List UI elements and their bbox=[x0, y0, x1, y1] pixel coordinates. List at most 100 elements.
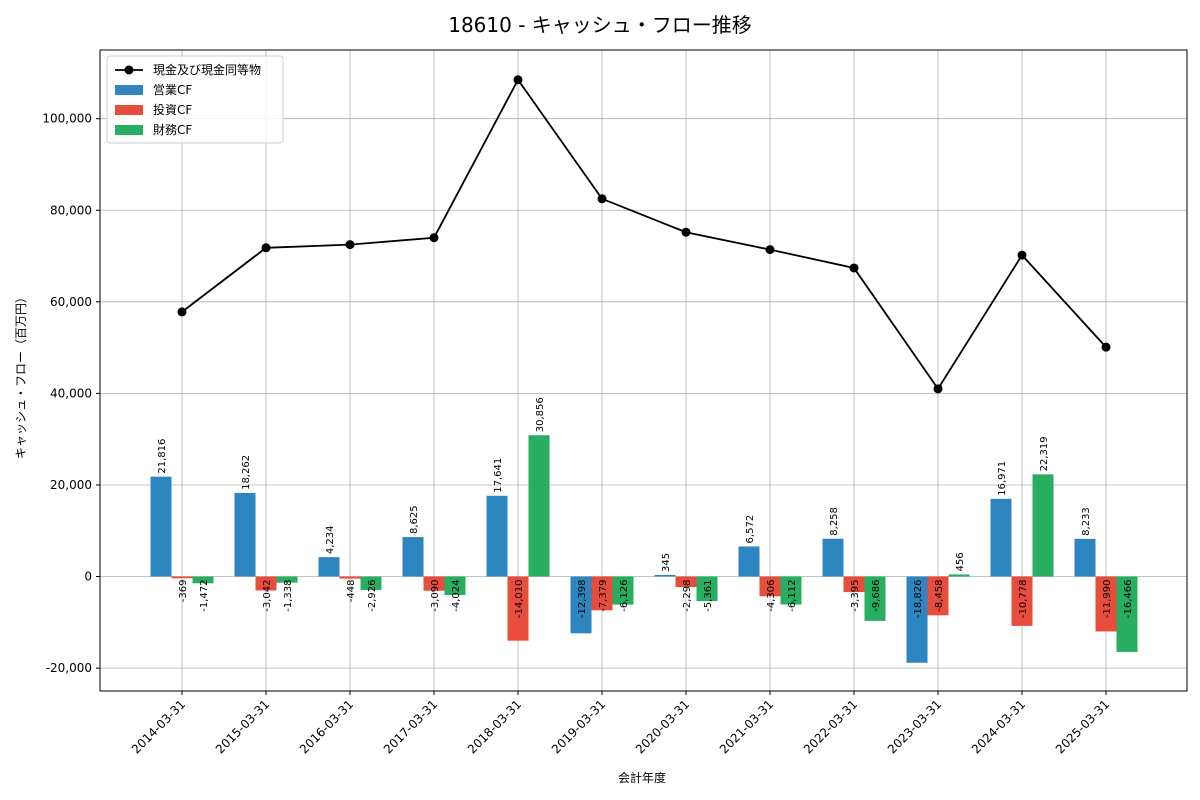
bar bbox=[822, 538, 844, 577]
bar bbox=[1074, 538, 1096, 577]
legend-swatch bbox=[115, 125, 143, 135]
bar bbox=[528, 435, 550, 577]
bar bbox=[486, 495, 508, 577]
bar-data-label: -6,126 bbox=[619, 580, 630, 612]
x-tick-label: 2023-03-31 bbox=[885, 697, 944, 756]
bar-data-label: -4,306 bbox=[766, 580, 777, 612]
x-tick-label: 2025-03-31 bbox=[1053, 697, 1112, 756]
bar bbox=[696, 576, 718, 602]
legend-swatch bbox=[115, 105, 143, 115]
bar bbox=[738, 546, 760, 577]
bar bbox=[423, 576, 445, 591]
bar-data-label: -10,778 bbox=[1018, 580, 1029, 619]
y-tick-label: -20,000 bbox=[46, 661, 92, 675]
bar bbox=[990, 498, 1012, 577]
y-tick-label: 40,000 bbox=[50, 386, 92, 400]
bar-data-label: 21,816 bbox=[157, 439, 168, 474]
bar-data-label: 456 bbox=[955, 552, 966, 571]
bar-data-label: -369 bbox=[178, 580, 189, 603]
cash-point bbox=[261, 243, 271, 253]
cash-point bbox=[513, 75, 523, 85]
bar-data-label: 4,234 bbox=[325, 526, 336, 555]
bar-data-label: 30,856 bbox=[535, 397, 546, 432]
bar-data-label: -1,338 bbox=[283, 580, 294, 612]
bar-data-label: -14,010 bbox=[514, 580, 525, 619]
bar bbox=[759, 576, 781, 597]
bar-data-label: -3,090 bbox=[430, 580, 441, 612]
x-tick-label: 2017-03-31 bbox=[381, 697, 440, 756]
bar bbox=[318, 557, 340, 577]
bar bbox=[276, 576, 298, 583]
bar-data-label: -3,395 bbox=[850, 580, 861, 612]
y-tick-label: 100,000 bbox=[42, 112, 92, 126]
bar-data-label: -18,826 bbox=[913, 580, 924, 619]
bar-data-label: 8,258 bbox=[829, 507, 840, 536]
legend-box bbox=[106, 55, 284, 144]
bar-data-label: 6,572 bbox=[745, 515, 756, 544]
bar bbox=[234, 492, 256, 577]
data-labels-layer: 21,816 18,262 4,234 8,625 17,641 -12,398 345 6,… bbox=[157, 397, 1134, 618]
bars-layer bbox=[150, 435, 1138, 663]
bar bbox=[255, 576, 277, 591]
plot-frame bbox=[99, 49, 1188, 692]
bar-data-label: 22,319 bbox=[1039, 436, 1050, 471]
bar bbox=[1116, 576, 1138, 652]
bar-data-label: -11,990 bbox=[1102, 580, 1113, 619]
bar-data-label: 16,971 bbox=[997, 461, 1008, 496]
cash-point bbox=[933, 384, 943, 394]
cash-point bbox=[1101, 342, 1111, 352]
bar-data-label: -3,042 bbox=[262, 580, 273, 612]
bar bbox=[192, 576, 214, 584]
bar bbox=[654, 574, 676, 577]
axes-layer: -20,000 0 20,000 40,000 60,000 80,000 100,000 2… bbox=[42, 49, 1188, 756]
legend-label: 財務CF bbox=[153, 122, 192, 137]
bar bbox=[864, 576, 886, 621]
bar-data-label: -7,379 bbox=[598, 580, 609, 612]
x-tick-label: 2018-03-31 bbox=[465, 697, 524, 756]
cash-point bbox=[765, 245, 775, 255]
bar bbox=[948, 574, 970, 577]
bar-data-label: -12,398 bbox=[577, 580, 588, 619]
bar bbox=[591, 576, 613, 611]
bar bbox=[1011, 576, 1033, 626]
bar bbox=[906, 576, 928, 663]
bar-data-label: 345 bbox=[661, 553, 672, 572]
x-tick-label: 2015-03-31 bbox=[213, 697, 272, 756]
chart-title: 18610 - キャッシュ・フロー推移 bbox=[448, 13, 752, 37]
bar-data-label: -5,361 bbox=[703, 580, 714, 612]
x-tick-label: 2016-03-31 bbox=[297, 697, 356, 756]
bar bbox=[444, 576, 466, 595]
x-tick-label: 2019-03-31 bbox=[549, 697, 608, 756]
bar bbox=[780, 576, 802, 605]
y-tick-label: 0 bbox=[84, 570, 92, 584]
bar bbox=[570, 576, 592, 634]
bar-data-label: -8,458 bbox=[934, 580, 945, 612]
bar-data-label: -6,112 bbox=[787, 580, 798, 612]
bar bbox=[1095, 576, 1117, 632]
cash-point bbox=[177, 307, 187, 317]
bar-data-label: -448 bbox=[346, 580, 357, 603]
cash-point bbox=[429, 233, 439, 243]
bar-data-label: 17,641 bbox=[493, 458, 504, 493]
bar bbox=[402, 537, 424, 577]
bar bbox=[927, 576, 949, 616]
y-tick-label: 60,000 bbox=[50, 295, 92, 309]
x-axis-label: 会計年度 bbox=[618, 770, 666, 785]
legend-label: 現金及び現金同等物 bbox=[153, 62, 261, 77]
bar bbox=[843, 576, 865, 593]
legend-label: 営業CF bbox=[153, 83, 192, 97]
x-tick-label: 2020-03-31 bbox=[633, 697, 692, 756]
x-tick-label: 2024-03-31 bbox=[969, 697, 1028, 756]
bar bbox=[507, 576, 529, 641]
x-tick-label: 2021-03-31 bbox=[717, 697, 776, 756]
bar-data-label: 18,262 bbox=[241, 455, 252, 490]
y-axis-label: キャッシュ・フロー（百万円） bbox=[14, 291, 28, 459]
y-tick-label: 20,000 bbox=[50, 478, 92, 492]
cash-point bbox=[345, 240, 355, 250]
line-layer bbox=[177, 75, 1111, 394]
bar bbox=[612, 576, 634, 605]
bar-data-label: -4,024 bbox=[451, 580, 462, 612]
